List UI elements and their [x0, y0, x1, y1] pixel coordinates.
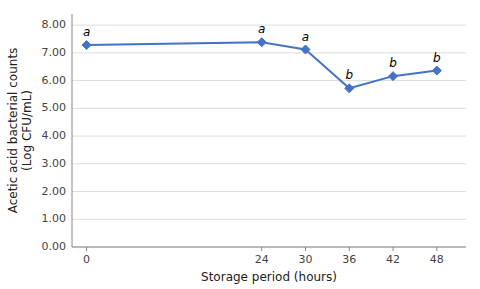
x-tick — [349, 247, 350, 251]
grid-line — [72, 163, 466, 164]
x-tick — [305, 247, 306, 251]
grid-line — [72, 52, 466, 53]
annotation: a — [258, 22, 265, 36]
x-tick — [261, 247, 262, 251]
y-tick-label: 1.00 — [42, 212, 67, 225]
y-tick-label: 4.00 — [42, 129, 67, 142]
marker — [345, 84, 354, 93]
annotation: b — [433, 51, 441, 65]
x-tick-label: 24 — [255, 253, 269, 266]
y-tick-label: 3.00 — [42, 157, 67, 170]
x-tick-label: 42 — [386, 253, 400, 266]
annotation: a — [83, 25, 90, 39]
grid-line — [72, 219, 466, 220]
x-tick-label: 36 — [342, 253, 356, 266]
x-tick — [393, 247, 394, 251]
x-tick-label: 0 — [83, 253, 90, 266]
y-axis: 0.00 1.00 2.00 3.00 4.00 5.00 6.00 7.00 8.00 — [42, 18, 467, 253]
annotations: a a a b b b — [83, 22, 441, 82]
y-tick-label: 2.00 — [42, 185, 67, 198]
grid-line — [72, 25, 466, 26]
plot-area — [82, 38, 441, 93]
marker — [389, 72, 398, 81]
y-axis-label-line: (Log CFU/mL) — [20, 90, 34, 171]
chart: 0.00 1.00 2.00 3.00 4.00 5.00 6.00 7.00 8.00 0 24 3… — [0, 0, 480, 289]
annotation: a — [302, 30, 309, 44]
y-tick-label: 7.00 — [42, 46, 67, 59]
y-tick-label: 5.00 — [42, 101, 67, 114]
y-axis-line — [72, 14, 73, 247]
x-tick — [436, 247, 437, 251]
x-axis-line — [72, 247, 466, 248]
y-tick-label: 0.00 — [42, 240, 67, 253]
x-tick-label: 48 — [430, 253, 444, 266]
grid-line — [72, 136, 466, 137]
y-axis-label: Acetic acid bacterial counts(Log CFU/mL) — [6, 48, 34, 214]
marker — [432, 66, 441, 75]
y-axis-label-line: Acetic acid bacterial counts — [6, 48, 20, 214]
y-tick-label: 6.00 — [42, 74, 67, 87]
grid-line — [72, 80, 466, 81]
grid-line — [72, 191, 466, 192]
x-axis-label: Storage period (hours) — [201, 270, 337, 284]
y-tick-label: 8.00 — [42, 18, 67, 31]
x-axis: 0 24 30 36 42 48 — [83, 247, 444, 266]
marker — [82, 41, 91, 50]
grid-line — [72, 247, 466, 248]
annotation: b — [389, 56, 397, 70]
annotation: b — [345, 68, 353, 82]
x-tick-label: 30 — [298, 253, 312, 266]
marker — [301, 45, 310, 54]
grid-line — [72, 108, 466, 109]
marker — [257, 38, 266, 47]
x-tick — [86, 247, 87, 251]
line — [87, 42, 437, 88]
